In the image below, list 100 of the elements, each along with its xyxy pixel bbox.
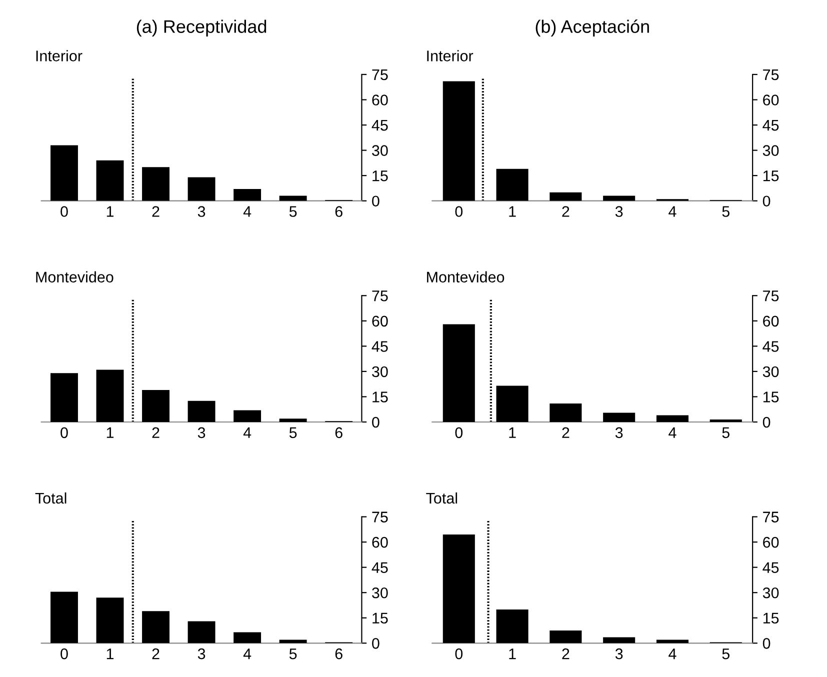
x-tick-label: 3 [615, 206, 623, 217]
bar [142, 390, 170, 422]
x-tick-label: 1 [106, 427, 114, 438]
y-tick-label: 0 [372, 638, 380, 649]
y-tick-label: 60 [763, 94, 779, 106]
y-tick-label: 0 [372, 196, 380, 207]
y-tick-label: 45 [762, 562, 779, 574]
x-tick-label: 1 [106, 206, 114, 217]
chart-title: (b) Aceptación [536, 20, 649, 37]
bar [550, 403, 582, 422]
bar [442, 324, 475, 422]
chart-subtitle: Interior [36, 50, 82, 62]
x-tick-label: 4 [243, 648, 252, 660]
y-tick-label: 60 [763, 536, 779, 548]
y-tick-label: 0 [762, 638, 770, 649]
y-tick-label: 75 [372, 69, 388, 80]
x-tick-label: 4 [668, 206, 676, 217]
x-tick-label: 0 [60, 648, 68, 660]
x-tick-label: 2 [562, 206, 570, 217]
chart-subtitle: Montevideo [427, 271, 504, 282]
bar [234, 189, 262, 201]
y-tick-label: 30 [762, 366, 779, 378]
x-tick-label: 1 [509, 206, 516, 217]
y-tick-label: 60 [372, 536, 388, 548]
y-tick-label: 45 [762, 341, 779, 352]
x-tick-label: 5 [289, 648, 297, 660]
x-tick-label: 6 [335, 206, 342, 217]
x-tick-label: 5 [722, 648, 730, 660]
bar [96, 370, 124, 422]
x-tick-label: 3 [615, 648, 623, 660]
x-tick-label: 0 [60, 427, 68, 438]
bar [496, 609, 528, 644]
y-tick-label: 45 [372, 562, 388, 574]
bar [496, 386, 528, 422]
x-tick-label: 3 [198, 648, 206, 660]
x-tick-label: 4 [668, 427, 676, 438]
x-tick-label: 1 [509, 648, 516, 660]
y-tick-label: 60 [372, 94, 388, 106]
y-tick-label: 15 [763, 392, 779, 402]
y-tick-label: 15 [372, 392, 388, 402]
y-tick-label: 0 [762, 416, 770, 428]
x-tick-label: 5 [289, 427, 297, 438]
bar [50, 592, 78, 644]
bar [234, 632, 262, 644]
y-tick-label: 15 [763, 170, 779, 182]
x-tick-label: 3 [198, 206, 206, 217]
y-tick-label: 75 [372, 512, 388, 522]
x-tick-label: 4 [243, 206, 252, 217]
y-tick-label: 30 [372, 587, 388, 598]
bar [442, 81, 475, 201]
bar [496, 168, 528, 201]
chart-subtitle: Total [35, 492, 66, 504]
chart-title: (a) Receptividad [136, 20, 266, 37]
x-tick-label: 3 [198, 427, 206, 438]
y-tick-label: 75 [372, 290, 388, 302]
y-tick-label: 60 [763, 316, 779, 327]
bar [96, 160, 124, 201]
bar [142, 167, 170, 201]
x-tick-label: 3 [615, 427, 623, 438]
x-tick-label: 0 [455, 206, 463, 217]
bar [96, 598, 124, 644]
bar [50, 145, 78, 201]
x-tick-label: 0 [455, 648, 463, 660]
x-tick-label: 2 [152, 427, 160, 438]
y-tick-label: 30 [372, 366, 388, 378]
x-tick-label: 6 [335, 427, 342, 438]
x-tick-label: 2 [152, 648, 160, 660]
y-tick-label: 45 [372, 341, 388, 352]
y-tick-label: 15 [763, 612, 779, 624]
bar [656, 415, 688, 422]
x-tick-label: 5 [289, 206, 297, 217]
bar [234, 410, 262, 422]
y-tick-label: 75 [763, 69, 779, 80]
y-tick-label: 30 [372, 145, 388, 156]
bar [550, 630, 582, 644]
x-tick-label: 0 [455, 427, 463, 438]
y-tick-label: 60 [372, 316, 388, 327]
y-tick-label: 30 [762, 145, 779, 156]
bar [50, 373, 78, 422]
y-tick-label: 15 [372, 612, 388, 624]
y-tick-label: 45 [762, 120, 779, 131]
y-tick-label: 0 [762, 196, 770, 207]
bar [279, 418, 307, 422]
x-tick-label: 2 [562, 427, 570, 438]
x-tick-label: 2 [152, 206, 160, 217]
chart-subtitle: Montevideo [36, 271, 114, 282]
x-tick-label: 5 [722, 206, 730, 217]
x-tick-label: 1 [106, 648, 114, 660]
y-tick-label: 0 [372, 416, 380, 428]
x-tick-label: 4 [243, 427, 252, 438]
bar [188, 400, 216, 422]
x-tick-label: 4 [668, 648, 676, 660]
bar [550, 192, 582, 201]
bar [142, 611, 170, 644]
y-tick-label: 30 [762, 587, 779, 598]
y-tick-label: 15 [372, 170, 388, 182]
x-tick-label: 2 [562, 648, 570, 660]
y-tick-label: 45 [372, 120, 388, 131]
bar [710, 419, 742, 422]
y-tick-label: 75 [763, 290, 779, 302]
